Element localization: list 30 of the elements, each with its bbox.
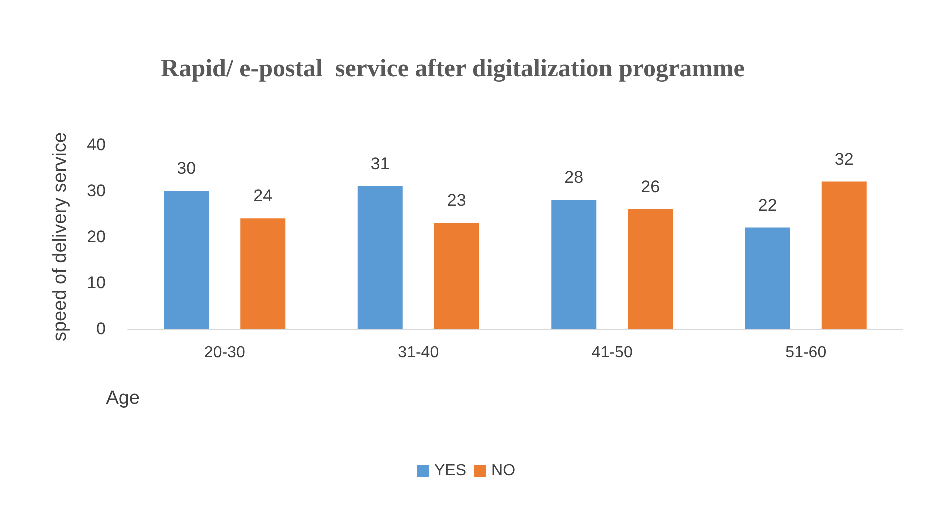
y-tick-label: 0 bbox=[96, 320, 106, 338]
data-label: 24 bbox=[254, 186, 273, 206]
x-tick-label: 31-40 bbox=[398, 344, 440, 362]
y-axis-title: speed of delivery service bbox=[50, 132, 71, 342]
bar bbox=[552, 200, 597, 329]
bar bbox=[164, 191, 210, 329]
bar bbox=[822, 182, 867, 329]
legend-label: NO bbox=[492, 462, 516, 480]
x-tick-label: 20-30 bbox=[204, 344, 246, 362]
y-tick-label: 30 bbox=[87, 182, 106, 200]
y-tick-label: 40 bbox=[87, 136, 106, 154]
chart-title: Rapid/ e-postal service after digitalization programme bbox=[161, 56, 745, 82]
data-label: 31 bbox=[370, 154, 390, 174]
data-label: 32 bbox=[834, 150, 854, 169]
data-label: 26 bbox=[641, 177, 660, 196]
x-tick-label: 51-60 bbox=[786, 344, 827, 362]
y-tick-label: 20 bbox=[87, 228, 106, 246]
bar bbox=[434, 223, 480, 329]
bar bbox=[628, 209, 674, 329]
x-tick-label: 41-50 bbox=[592, 344, 633, 362]
data-label: 23 bbox=[447, 191, 466, 210]
legend-label: YES bbox=[434, 462, 467, 480]
bar bbox=[745, 228, 790, 329]
y-tick-label: 10 bbox=[87, 274, 106, 292]
x-axis-title: Age bbox=[106, 388, 140, 409]
data-label: 30 bbox=[177, 159, 196, 178]
data-label: 22 bbox=[758, 196, 778, 215]
data-label: 28 bbox=[564, 168, 584, 188]
bar bbox=[240, 218, 286, 329]
bar bbox=[358, 186, 403, 329]
